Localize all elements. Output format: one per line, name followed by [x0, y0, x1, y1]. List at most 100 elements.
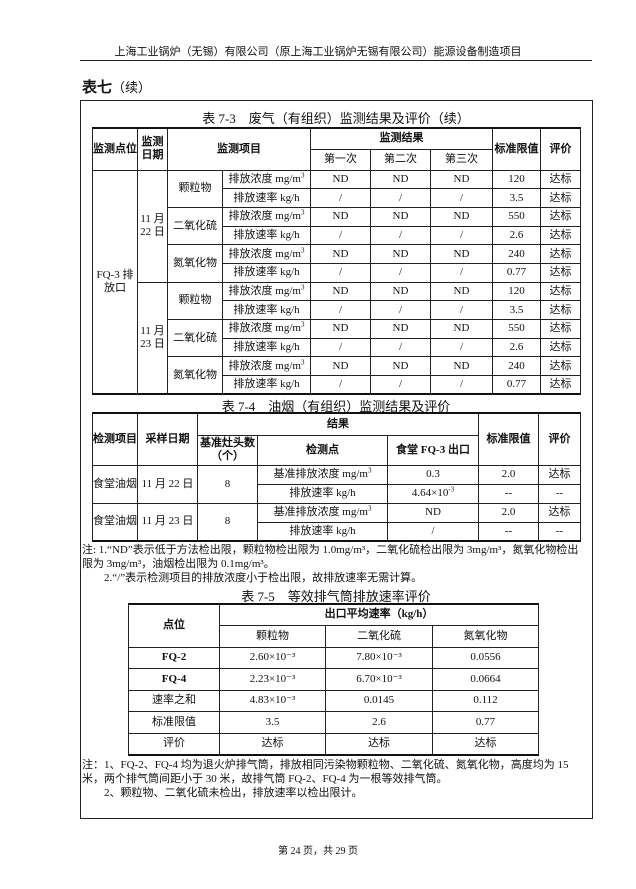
note-2-2: 2、颗粒物、二氧化硫未检出，排放速率以检出限计。 — [104, 787, 363, 799]
heads-cell: 8 — [197, 502, 258, 542]
superscript: 3 — [367, 504, 372, 513]
th-date: 监测日期 — [137, 127, 168, 171]
value-cell: 达标 — [540, 337, 581, 358]
value-cell: 达标 — [540, 375, 581, 395]
value-cell: / — [430, 262, 493, 283]
item-cell: 食堂油烟 — [92, 464, 138, 504]
table-7-4: 检测项目 采样日期 结果 标准限值 评价 基准灶头数（个） 检测点 食堂 FQ-3 出口 食… — [92, 412, 582, 542]
value-cell: 达标 — [540, 169, 581, 190]
section-title: 表七（续） — [82, 76, 151, 97]
metric-cell: 排放速率 kg/h — [222, 262, 311, 283]
value-cell: / — [310, 337, 371, 358]
superscript: 3 — [300, 320, 305, 329]
th-eval: 评价 — [540, 127, 581, 171]
value-cell: ND — [430, 356, 493, 377]
value-cell: 达标 — [540, 300, 581, 320]
value-cell: / — [370, 225, 431, 246]
value-cell: ND — [430, 281, 493, 302]
value-cell: 0.3 — [386, 464, 480, 485]
value-cell: 4.83×10⁻³ — [219, 689, 326, 712]
limit-cell: -- — [478, 483, 540, 504]
metric-cell: 排放浓度 mg/m3 — [222, 244, 311, 264]
section-suffix: （续） — [112, 80, 152, 95]
value-cell: 达标 — [540, 244, 581, 264]
value-cell: 达标 — [219, 732, 326, 755]
page-header: 上海工业锅炉（无锡）有限公司（原上海工业锅炉无锡有限公司）能源设备制造项目 — [114, 46, 522, 58]
table-7-3: 监测点位 监测日期 监测项目 监测结果 标准限值 评价 第一次 第二次 第三次 FQ-3 排放… — [92, 127, 581, 396]
th-heads: 基准灶头数（个） — [197, 434, 258, 466]
value-cell: / — [310, 375, 371, 395]
value-cell: 0.77 — [431, 711, 540, 734]
table-row: 二氧化硫 排放浓度 mg/m3 ND ND ND 550 达标 — [93, 206, 581, 246]
table-row: 氮氧化物 排放浓度 mg/m3 ND ND ND 240 达标 — [93, 244, 581, 283]
pollutant-cell: 二氧化硫 — [167, 318, 223, 358]
value-cell: 2.6 — [492, 225, 541, 246]
th-c3: 氮氧化物 — [431, 624, 540, 648]
table-row: FQ-3 排放口 11 月 22 日颗粒物 排放浓度 mg/m3 ND ND ND 120 达… — [92, 169, 581, 395]
value-cell: ND — [370, 206, 431, 227]
date-cell: 11 月 23 日 — [137, 281, 168, 395]
value-cell: ND — [370, 319, 431, 339]
th-result: 监测结果 — [310, 127, 493, 150]
value-cell: ND — [310, 356, 371, 377]
th-point: 点位 — [128, 603, 220, 648]
note-1-2: 2.“/”表示检测项目的排放浓度小于检出限，故排放速率无需计算。 — [104, 572, 423, 584]
eval-cell: -- — [538, 521, 582, 542]
table-7-3-caption: 表 7-3 废气（有组织）监测结果及评价（续） — [202, 111, 470, 126]
value-cell: 达标 — [540, 188, 581, 208]
value-cell: 达标 — [540, 262, 581, 283]
th-point: 监测点位 — [92, 127, 138, 171]
note-1-1: 注: 1.“ND”表示低于方法检出限，颗粒物检出限为 1.0mg/m³，二氧化硫… — [82, 544, 579, 570]
date-cell: 11 月 22 日 — [137, 169, 168, 283]
value-cell: / — [430, 188, 493, 208]
note-2-1: 注：1、FQ-2、FQ-4 均为退火炉排气筒，排放相同污染物颗粒物、二氧化硫、氮… — [82, 759, 569, 785]
value-cell: 240 — [492, 356, 541, 377]
table-row: 食堂油烟 11 月 22 日 8 基准排放浓度 mg/m3 0.3 2.0 达标 — [92, 464, 582, 504]
value-cell: ND — [430, 169, 493, 190]
table-row: FQ-4 2.23×10⁻³ 6.70×10⁻³ 0.0664 — [128, 668, 540, 691]
value-cell: 120 — [492, 169, 541, 190]
value-cell: ND — [370, 244, 431, 264]
item-cell: 食堂油烟 — [92, 502, 138, 542]
table-row: 11 月 23 日颗粒物 排放浓度 mg/m3 ND ND ND 120 达标 — [93, 281, 581, 395]
value-cell: / — [310, 225, 371, 246]
superscript: 3 — [300, 171, 305, 180]
value-cell: 0.77 — [492, 375, 541, 395]
notes-2: 注：1、FQ-2、FQ-4 均为退火炉排气筒，排放相同污染物颗粒物、二氧化硫、氮… — [82, 758, 588, 800]
row-label-cell: 标准限值 — [128, 711, 220, 734]
value-cell: 达标 — [540, 319, 581, 339]
metric-cell: 排放速率 kg/h — [222, 375, 311, 395]
value-cell: ND — [430, 206, 493, 227]
limit-cell: 2.0 — [478, 464, 540, 485]
limit-cell: 2.0 — [478, 502, 540, 523]
superscript: -3 — [448, 485, 455, 494]
th-item: 监测项目 — [167, 127, 311, 171]
pollutant-cell: 颗粒物 — [167, 281, 223, 321]
heads-cell: 8 — [197, 464, 258, 504]
metric-cell: 基准排放浓度 mg/m3 — [257, 502, 388, 523]
value-cell: 3.5 — [219, 711, 326, 734]
th-r1: 第一次 — [310, 148, 371, 171]
value-cell: / — [370, 188, 431, 208]
superscript: 3 — [300, 358, 305, 367]
value-cell: ND — [310, 244, 371, 264]
value-cell: / — [386, 521, 480, 542]
superscript: 3 — [300, 283, 305, 292]
row-label-cell: FQ-2 — [128, 646, 220, 669]
value-cell: ND — [370, 281, 431, 302]
value-cell: ND — [310, 169, 371, 190]
value-cell: ND — [370, 356, 431, 377]
value-cell: / — [310, 188, 371, 208]
table-row: 评价 达标 达标 达标 — [128, 732, 540, 755]
value-cell: 6.70×10⁻³ — [325, 668, 433, 691]
value-cell: 2.60×10⁻³ — [219, 646, 326, 669]
metric-cell: 排放速率 kg/h — [257, 521, 388, 542]
superscript: 3 — [300, 245, 305, 254]
page-footer: 第 24 页，共 29 页 — [278, 846, 358, 857]
table-row: 排放速率 kg/h / //2.6 达标 — [93, 225, 581, 246]
th-rate: 出口平均速率（kg/h） — [218, 603, 540, 626]
date-cell: 11 月 23 日 — [137, 502, 198, 542]
table-row: 食堂油烟 11 月 23 日 8 基准排放浓度 mg/m3 ND 2.0 达标 — [92, 502, 582, 542]
value-cell: 0.112 — [431, 689, 540, 712]
